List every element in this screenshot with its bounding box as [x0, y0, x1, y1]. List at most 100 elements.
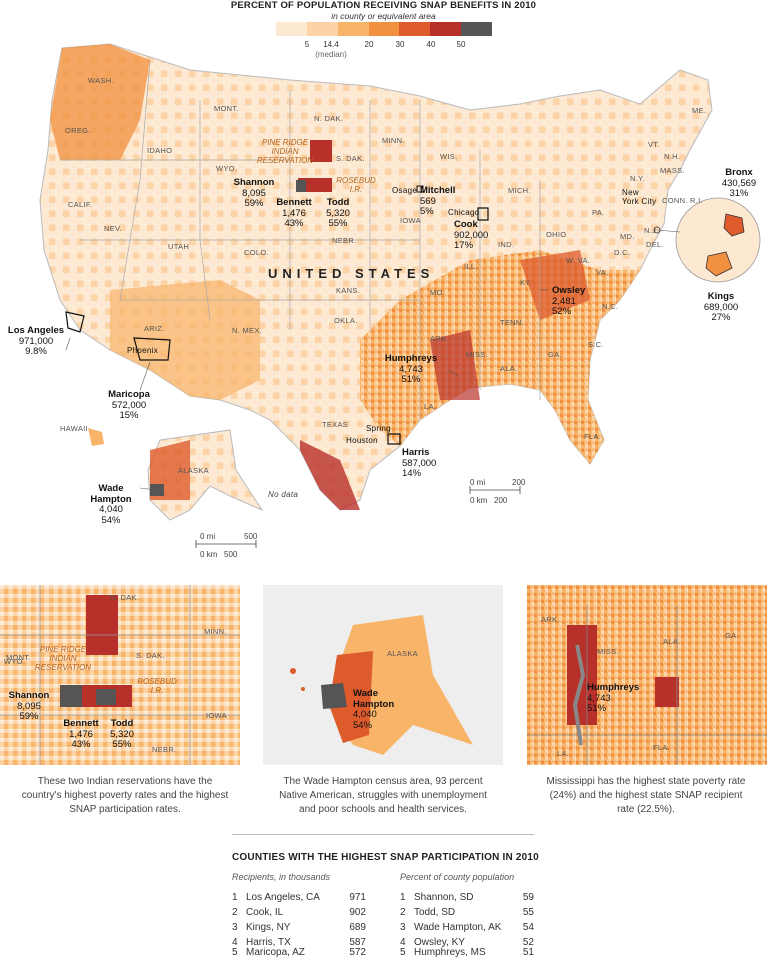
callout-name: Shannon [8, 690, 50, 701]
callout-name: Bennett [276, 197, 312, 208]
row-county: Los Angeles, CA [246, 892, 320, 903]
state-label: OKLA. [334, 316, 358, 325]
legend-tick: 40 [426, 40, 436, 49]
callout-pct: 55% [112, 739, 132, 750]
callout-name: Bennett [63, 718, 99, 729]
state-label: MICH. [508, 186, 531, 195]
inset-state-label: MISS. [597, 647, 619, 656]
row-rank: 2 [400, 907, 406, 918]
state-label: ILL. [464, 262, 478, 271]
row-county: Wade Hampton, AK [414, 922, 502, 933]
inset-state-label: WYO. [4, 657, 26, 666]
callout-pct: 55% [328, 218, 348, 229]
row-county: Humphreys, MS [414, 947, 486, 958]
cook-outline [477, 207, 489, 221]
state-label: ME. [692, 106, 707, 115]
table-right-header: Percent of county population [400, 872, 515, 882]
scale-us-km-max: 200 [494, 496, 508, 505]
row-rank: 4 [232, 937, 238, 948]
table-row: 4 Harris, TX 587 [232, 936, 366, 950]
state-label: TEXAS [322, 420, 349, 429]
state-label: TENN. [500, 318, 524, 327]
state-label: COLO. [244, 248, 269, 257]
harris-outline [387, 433, 401, 445]
shannon-county-shape [296, 180, 306, 192]
legend-tick: 5 [304, 40, 310, 49]
state-label: CALIF. [68, 200, 93, 209]
southwest-shading [110, 280, 260, 400]
callout-pct: 15% [119, 410, 139, 421]
inset-state-label: LA. [557, 749, 570, 758]
callout-count: 587,000 [402, 457, 437, 469]
state-label: N.Y. [630, 174, 645, 183]
state-label: N. MEX. [232, 326, 263, 335]
callout-name: Humphreys [587, 682, 640, 693]
scale-bar-us [469, 486, 521, 494]
state-label: GA. [548, 350, 562, 359]
scale-ak-mi-max: 500 [244, 532, 258, 541]
callout-name: Shannon [233, 177, 275, 188]
city-label: Osage [392, 186, 418, 195]
state-label: N.C. [602, 302, 619, 311]
table-row: 1 Shannon, SD 59 [400, 891, 534, 905]
no-data-label: No data [268, 490, 299, 499]
callout-pct: 27% [711, 312, 731, 323]
callout-name: Wade Hampton [353, 688, 395, 710]
nyc-marker [653, 226, 661, 234]
bronx-shape [723, 213, 745, 237]
state-label: MISS. [466, 350, 488, 359]
nd-hotspot [310, 140, 332, 162]
callout-bronx: Bronx 430,569 31% [714, 167, 764, 200]
inset-callout-humphreys: Humphreys 4,743 51% [587, 682, 647, 715]
legend-median-note: (median) [315, 50, 347, 59]
state-label: ARIZ. [144, 324, 165, 333]
callout-name: Todd [110, 718, 134, 729]
callout-pct: 51% [587, 703, 607, 714]
scale-ak-km-max: 500 [224, 550, 238, 559]
row-county: Harris, TX [246, 937, 291, 948]
callout-name: Maricopa [108, 389, 150, 400]
callout-count: 4,040 [353, 709, 377, 720]
state-label: IOWA [400, 216, 421, 225]
state-label: FLA. [584, 432, 602, 441]
city-label: New York City [622, 188, 657, 206]
pine-ridge-hotspot [298, 178, 332, 192]
city-label: Spring [366, 424, 391, 433]
row-value: 54 [522, 922, 534, 933]
callout-name: Todd [326, 197, 350, 208]
table-row: 3 Wade Hampton, AK 54 [400, 921, 534, 935]
caption-pine-ridge: These two Indian reservations have the c… [21, 776, 229, 815]
row-rank: 3 [232, 922, 238, 933]
callout-pct: 14% [402, 468, 422, 479]
callout-count: 4,040 [99, 504, 123, 515]
state-label: UTAH [168, 242, 190, 251]
callout-name: Los Angeles [7, 325, 65, 336]
callout-count: 4,743 [399, 363, 423, 375]
row-value: 572 [349, 947, 366, 958]
inset-pine-ridge: N. DAK. MONT. WYO. S. DAK. MINN. IOWA NE… [0, 585, 240, 765]
row-rank: 5 [400, 947, 406, 958]
city-label: Houston [346, 436, 378, 445]
callout-kings: Kings 689,000 27% [696, 291, 746, 324]
table-row: 3 Kings, NY 689 [232, 921, 366, 935]
delta-shading [430, 330, 480, 400]
table-row: 2 Todd, SD 55 [400, 906, 534, 920]
map-subtitle: in county or equivalent area [331, 11, 436, 21]
row-county: Owsley, KY [414, 937, 465, 948]
table-row: 2 Cook, IL 902 [232, 906, 366, 920]
state-label: N.H. [664, 152, 681, 161]
la-outline [65, 311, 85, 333]
callout-count: 1,476 [69, 728, 93, 740]
callout-bennett: Bennett 1,476 43% [268, 197, 320, 230]
table-title: COUNTIES WITH THE HIGHEST SNAP PARTICIPA… [232, 852, 539, 863]
state-label: ALASKA [178, 466, 209, 475]
callout-humphreys: Humphreys 4,743 51% [378, 353, 444, 386]
inset-state-label: GA. [725, 631, 739, 640]
inset-callout-todd: Todd 5,320 55% [102, 718, 142, 751]
inset-state-label: ALASKA [387, 649, 418, 658]
inset-alaska-map [290, 615, 473, 755]
callout-pct: 43% [284, 218, 304, 229]
inset-callout-bennett: Bennett 1,476 43% [56, 718, 106, 751]
callout-owsley: Owsley 2,481 52% [552, 285, 600, 318]
row-value: 51 [522, 947, 534, 958]
